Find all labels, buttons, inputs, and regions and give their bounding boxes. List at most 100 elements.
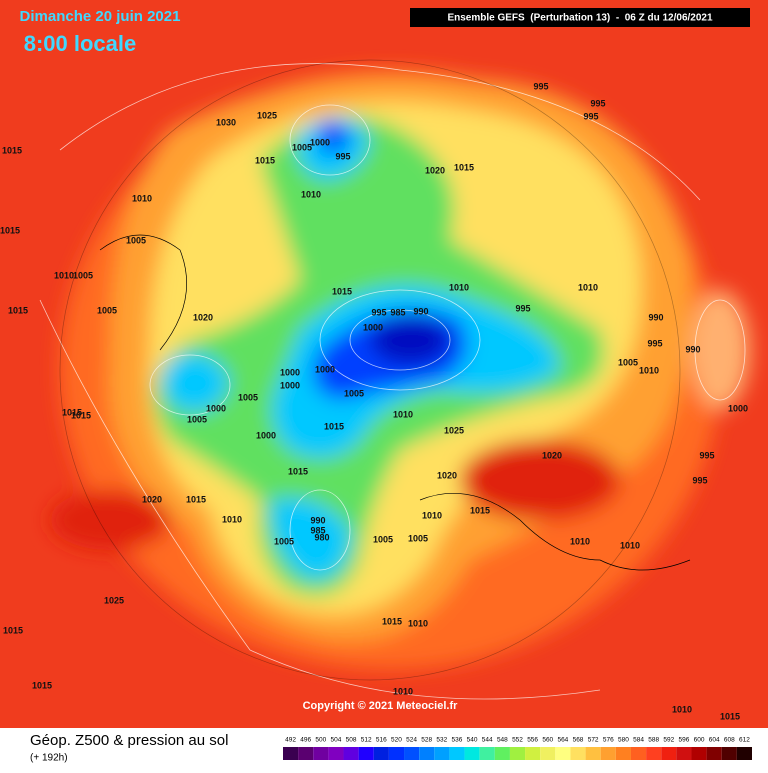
header-box [410,8,750,27]
colorbar-swatch [313,747,329,760]
pressure-labels: 995 995 995 1025 1030 1005 1000 995 1015 1020 1015… [0,81,748,721]
pressure-label: 1000 [256,430,276,440]
pressure-label: 1015 [186,494,206,504]
pressure-label: 1015 [470,505,490,515]
colorbar-swatch [615,747,631,760]
pressure-label: 1000 [315,364,335,374]
pressure-label: 1000 [728,403,748,413]
colorbar-label: 604 [709,737,720,744]
isolines [39,63,746,700]
pressure-label: 995 [647,338,662,348]
pressure-label: 1005 [408,533,428,543]
colorbar-swatch [585,747,601,760]
colorbar-label: 564 [557,737,568,744]
pressure-label: 1000 [280,380,300,390]
colorbar-label: 540 [467,737,478,744]
pressure-label: 1000 [280,367,300,377]
footer-title: Géop. Z500 & pression au sol [30,732,228,749]
colorbar-label: 572 [588,737,599,744]
pressure-label: 1000 [310,137,330,147]
pressure-label: 1010 [393,409,413,419]
colorbar-swatch [449,747,465,760]
colorbar-label: 512 [361,737,372,744]
pressure-label: 990 [310,515,325,525]
pressure-label: 1005 [344,388,364,398]
pressure-label: 1010 [578,282,598,292]
pressure-label: 1010 [620,540,640,550]
colorbar-swatch [479,747,495,760]
colorbar: 492 496 500 504 508 512 516 520 524 528 532 536 540 5… [283,737,752,760]
pressure-label: 1010 [570,536,590,546]
pressure-label: 1005 [274,536,294,546]
colorbar-label: 576 [603,737,614,744]
colorbar-swatch [600,747,616,760]
colorbar-label: 520 [391,737,402,744]
pressure-label: 1015 [324,421,344,431]
colorbar-label: 544 [482,737,493,744]
colorbar-label: 596 [678,737,689,744]
pressure-label: 995 [583,111,598,121]
pressure-label: 1005 [126,235,146,245]
pressure-label: 1000 [363,322,383,332]
pressure-label: 985 [390,307,405,317]
pressure-label: 1010 [639,365,659,375]
pressure-label: 1005 [97,305,117,315]
pressure-label: 1015 [32,680,52,690]
colorbar-swatch [570,747,586,760]
colorbar-label: 600 [694,737,705,744]
footer-subtitle: (+ 192h) [30,753,68,764]
colorbar-swatch [419,747,435,760]
colorbar-swatch [525,747,541,760]
colorbar-swatch [358,747,374,760]
pressure-label: 995 [515,303,530,313]
colorbar-swatch [540,747,556,760]
pressure-label: 1010 [393,686,413,696]
date: Dimanche 20 juin 2021 [20,8,181,25]
pressure-label: 995 [692,475,707,485]
colorbar-swatch [464,747,480,760]
colorbar-swatch [509,747,526,760]
colorbar-label: 508 [346,737,357,744]
pressure-label: 1025 [257,110,277,120]
colorbar-label: 516 [376,737,387,744]
pressure-label: 1015 [382,616,402,626]
pressure-label: 995 [590,98,605,108]
pressure-label: 1015 [2,145,22,155]
colorbar-label: 612 [739,737,750,744]
pressure-label: 1025 [104,595,124,605]
colorbar-swatch [373,747,389,760]
colorbar-label: 492 [285,737,296,744]
pressure-label: 1015 [332,286,352,296]
pressure-label: 1010 [222,514,242,524]
colorbar-swatch [721,747,737,760]
colorbar-label: 504 [331,737,342,744]
colorbar-label: 592 [663,737,674,744]
colorbar-label: 524 [406,737,417,744]
pressure-label: 1010 [408,618,428,628]
colorbar-label: 608 [724,737,735,744]
colorbar-swatch [494,747,510,760]
pressure-label: 1010 [422,510,442,520]
colorbar-swatch [328,747,344,760]
pressure-label: 990 [685,344,700,354]
colorbar-label: 536 [452,737,463,744]
colorbar-swatch [691,747,707,760]
colorbar-swatch [736,747,752,760]
colorbar-label: 584 [633,737,644,744]
colorbar-swatch [434,747,450,760]
colorbar-label: 528 [421,737,432,744]
pressure-label: 1005 [238,392,258,402]
pressure-label: 1015 [454,162,474,172]
colorbar-label: 500 [315,737,326,744]
pressure-label: 1020 [437,470,457,480]
colorbar-label: 532 [436,737,447,744]
pressure-label: 1005 [373,534,393,544]
colorbar-label: 560 [542,737,553,744]
pressure-label: 980 [314,532,329,542]
colorbar-swatch [646,747,662,760]
pressure-label: 995 [699,450,714,460]
time: 8:00 locale [24,31,137,56]
pressure-label: 1030 [216,117,236,127]
pressure-label: 1000 [206,403,226,413]
